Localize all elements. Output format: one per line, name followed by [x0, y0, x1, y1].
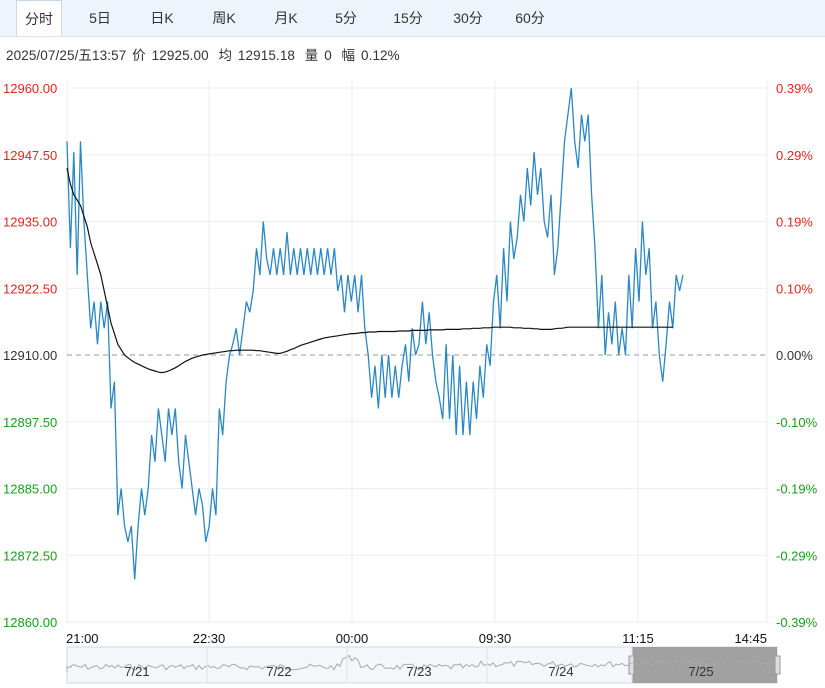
y-tick-label-left: 12910.00 [3, 348, 57, 363]
navigator-right-handle[interactable] [774, 655, 781, 675]
navigator-date-label: 7/23 [406, 664, 431, 679]
navigator-date-label: 7/24 [548, 664, 573, 679]
period-tab-bar: 分时 5日 日K 周K 月K 5分 15分 30分 60分 [0, 0, 825, 37]
y-tick-label-left: 12947.50 [3, 148, 57, 163]
y-tick-label-right: -0.29% [776, 548, 818, 563]
y-tick-label-right: -0.19% [776, 482, 818, 497]
info-price: 12925.00 [151, 48, 209, 63]
y-tick-label-left: 12860.00 [3, 615, 57, 630]
y-tick-label-left: 12872.50 [3, 548, 57, 563]
y-tick-label-left: 12897.50 [3, 415, 57, 430]
x-tick-label: 21:00 [66, 631, 99, 646]
info-price-label: 价 [132, 48, 146, 63]
quote-info-line: 2025/07/25/五13:57 价 12925.00 均 12915.18 … [6, 44, 402, 64]
info-volume: 0 [324, 48, 332, 63]
tab-6[interactable]: 15分 [393, 10, 423, 26]
tab-5[interactable]: 5分 [335, 10, 357, 26]
price-line [66, 87, 684, 580]
tab-4[interactable]: 月K [274, 10, 298, 26]
y-tick-label-left: 12935.00 [3, 215, 57, 230]
average-price-line [66, 167, 673, 374]
x-tick-label: 22:30 [193, 631, 226, 646]
y-tick-label-left: 12922.50 [3, 281, 57, 296]
tab-3[interactable]: 周K [212, 10, 236, 26]
y-tick-label-right: 0.00% [776, 348, 813, 363]
tab-1[interactable]: 5日 [89, 10, 111, 26]
x-tick-label: 00:00 [336, 631, 369, 646]
x-tick-label: 09:30 [479, 631, 512, 646]
navigator-date-label: 7/21 [124, 664, 149, 679]
y-tick-label-right: 0.10% [776, 281, 813, 296]
y-tick-label-right: 0.19% [776, 215, 813, 230]
y-tick-label-right: -0.10% [776, 415, 818, 430]
x-tick-label: 11:15 [622, 631, 654, 646]
navigator-selection [632, 647, 777, 683]
info-volume-label: 量 [304, 48, 319, 63]
info-change: 0.12% [360, 48, 400, 63]
tab-0[interactable]: 分时 [16, 0, 62, 36]
navigator-sparkline [66, 654, 776, 672]
info-avg-label: 均 [218, 48, 233, 63]
navigator-date-label: 7/25 [688, 664, 713, 679]
tab-2[interactable]: 日K [150, 10, 174, 26]
y-tick-label-left: 12960.00 [3, 81, 57, 96]
navigator-date-label: 7/22 [266, 664, 291, 679]
tab-7[interactable]: 30分 [453, 10, 483, 26]
info-avg: 12915.18 [237, 48, 296, 63]
y-tick-label-left: 12885.00 [3, 482, 57, 497]
info-datetime: 2025/07/25/五13:57 [6, 48, 127, 63]
y-tick-label-right: -0.39% [776, 615, 818, 630]
info-change-label: 幅 [341, 48, 356, 63]
tab-8[interactable]: 60分 [515, 10, 545, 26]
y-tick-label-right: 0.39% [776, 81, 813, 96]
x-tick-label: 14:45 [734, 631, 767, 646]
y-tick-label-right: 0.29% [776, 148, 813, 163]
